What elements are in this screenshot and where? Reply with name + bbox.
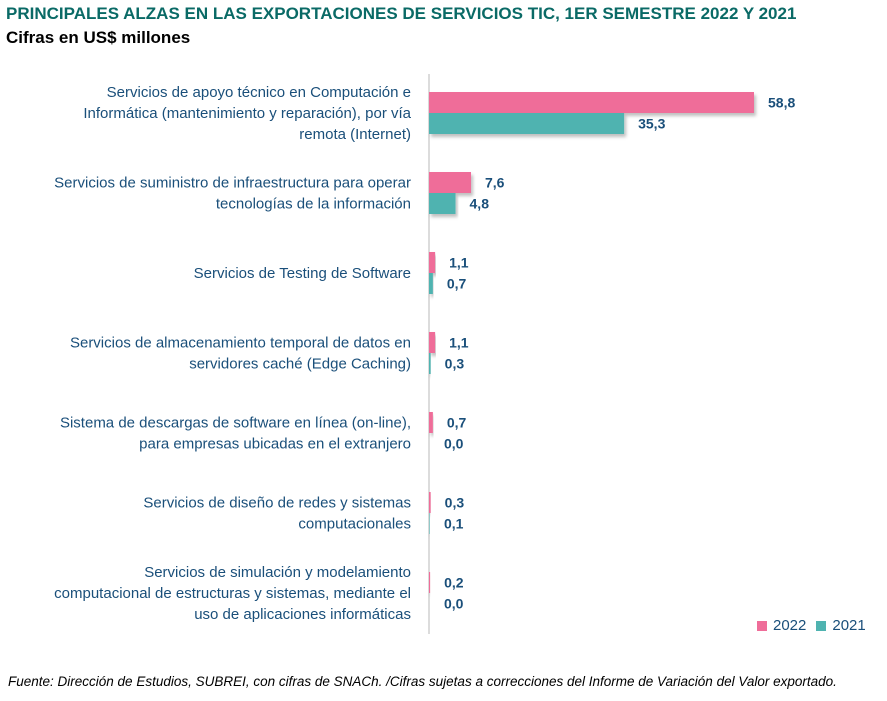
bar-2022 [429,412,433,433]
category-label-line: computacionales [298,516,411,533]
bar-2022 [429,92,754,113]
data-label-2021: 0,1 [444,516,464,532]
data-label-2021: 0,3 [445,356,465,372]
bar-2022 [429,252,436,273]
data-label-2022: 1,1 [449,255,469,271]
bar-2022 [429,572,431,593]
bar-2022 [429,492,431,513]
category-label: Servicios de suministro de infraestructu… [54,175,411,213]
legend-item-2022: 2022 [757,617,806,634]
data-label-2022: 7,6 [485,175,505,191]
bar-2021 [429,513,430,534]
data-label-2021: 0,7 [447,276,467,292]
category-label-line: uso de aplicaciones informáticas [194,606,411,623]
data-label-2021: 4,8 [470,196,490,212]
legend-swatch-2022 [757,620,767,631]
category-label: Servicios de almacenamiento temporal de … [70,335,411,373]
category-label-line: Servicios de diseño de redes y sistemas [143,495,411,512]
bar-2022 [429,172,472,193]
bar-2021 [429,273,433,294]
data-label-2021: 0,0 [444,596,464,612]
source-note: Fuente: Dirección de Estudios, SUBREI, c… [8,674,837,689]
data-label-2021: 35,3 [638,116,665,132]
bar-2022 [429,332,436,353]
category-label-line: remota (Internet) [299,126,411,143]
data-label-2022: 0,2 [444,575,464,591]
data-label-2022: 1,1 [449,335,469,351]
category-label-line: Servicios de almacenamiento temporal de … [70,335,411,352]
legend-label-2021: 2021 [832,617,866,634]
bar-2021 [429,113,625,134]
chart-title: PRINCIPALES ALZAS EN LAS EXPORTACIONES D… [6,4,797,23]
data-label-2022: 0,7 [447,415,467,431]
category-label: Servicios de simulación y modelamiento co… [54,564,411,623]
legend-item-2021: 2021 [816,617,866,634]
category-label: Servicios de diseño de redes y sistemas c… [143,495,411,533]
data-label-2022: 58,8 [768,95,795,111]
category-label: Sistema de descargas de software en líne… [60,415,411,453]
legend-swatch-2021 [816,620,827,631]
data-label-2021: 0,0 [444,436,464,452]
category-label-line: tecnologías de la información [216,196,411,213]
data-label-2022: 0,3 [445,495,465,511]
legend: 2022 2021 [757,617,876,634]
category-label-line: Servicios de simulación y modelamiento [144,564,411,581]
legend-label-2022: 2022 [773,617,807,634]
category-label-line: computacional de estructuras y sistemas,… [54,585,411,602]
category-label-line: Servicios de suministro de infraestructu… [54,175,411,192]
chart-subtitle: Cifras en US$ millones [6,28,191,47]
bar-2021 [429,353,431,374]
category-label: Servicios de apoyo técnico en Computació… [83,84,411,143]
category-label: Servicios de Testing de Software [194,265,411,282]
bar-2021 [429,193,456,214]
category-label-line: servidores caché (Edge Caching) [189,356,411,373]
category-label-line: para empresas ubicadas en el extranjero [139,436,411,453]
category-label-line: Informática (mantenimiento y reparación)… [83,105,411,122]
category-label-line: Servicios de Testing de Software [194,265,411,282]
category-label-line: Sistema de descargas de software en líne… [60,415,411,432]
category-label-line: Servicios de apoyo técnico en Computació… [107,84,411,101]
